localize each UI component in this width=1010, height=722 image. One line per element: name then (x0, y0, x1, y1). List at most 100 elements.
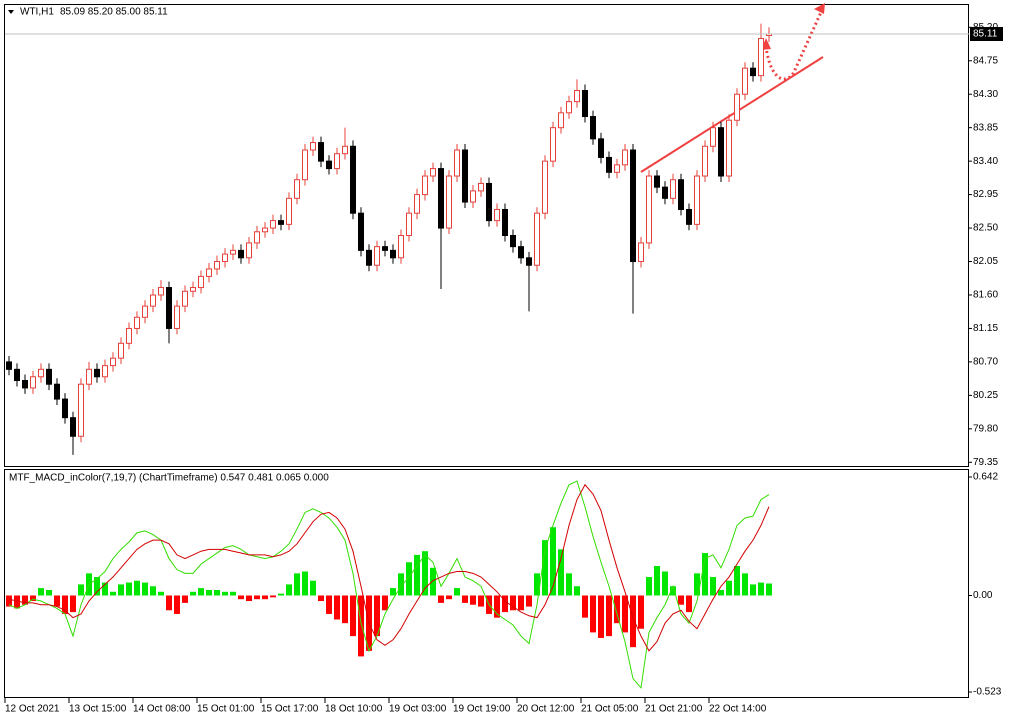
histogram-bar (454, 588, 460, 596)
forecast-arrow (764, 9, 824, 81)
candle-body (102, 365, 108, 378)
histogram-bar (478, 595, 484, 607)
histogram-bar (566, 573, 572, 596)
y-tick-label: 81.15 (973, 323, 998, 334)
candle-body (678, 179, 684, 210)
histogram-bar (54, 595, 60, 607)
histogram-bar (438, 595, 444, 603)
histogram-bar (750, 584, 756, 596)
price-label-box (970, 26, 1003, 41)
candle-body (238, 249, 244, 259)
histogram-bar (742, 573, 748, 596)
histogram-bar (630, 595, 636, 648)
y-tick-label: 82.50 (973, 223, 998, 234)
candle-body (726, 119, 732, 177)
histogram-bar (38, 588, 44, 596)
candle-body (342, 145, 348, 155)
candle-body (542, 160, 548, 214)
histogram-bar (374, 595, 380, 637)
histogram-bar (574, 586, 580, 596)
candle-body (46, 368, 52, 385)
candle-body (150, 294, 156, 307)
macd-panel (4, 469, 969, 698)
candle-body (286, 197, 292, 225)
histogram-bar (662, 571, 668, 596)
candle-body (126, 327, 132, 344)
price-panel (4, 4, 969, 467)
histogram-bar (358, 595, 364, 657)
histogram-bar (342, 595, 348, 624)
histogram-bar (494, 595, 500, 618)
candle-body (118, 342, 124, 359)
candle-body (758, 37, 764, 77)
candle-body (454, 149, 460, 177)
histogram-bar (350, 595, 356, 637)
candle-body (222, 253, 228, 263)
histogram-bar (110, 591, 116, 596)
candle-body (582, 90, 588, 118)
histogram-bar (638, 595, 644, 629)
candle-body (590, 116, 596, 140)
candle-body (182, 290, 188, 307)
candle-body (62, 398, 68, 419)
histogram-bar (78, 584, 84, 596)
histogram-bar (446, 595, 452, 600)
candle-body (134, 316, 140, 329)
histogram-bar (310, 580, 316, 596)
histogram-bar (230, 591, 236, 596)
candle-body (278, 220, 284, 225)
histogram-bar (294, 573, 300, 596)
price-label: 85.11 (973, 29, 998, 40)
candle-body (734, 93, 740, 121)
candle-body (638, 242, 644, 263)
candle-body (374, 246, 380, 266)
histogram-bar (726, 580, 732, 596)
candle-body (614, 164, 620, 173)
histogram-bar (694, 573, 700, 596)
x-tick-label: 12 Oct 2021 (5, 704, 60, 715)
trend-line (640, 56, 824, 173)
candle-body (646, 175, 652, 244)
candle-body (518, 246, 524, 259)
histogram-bar (214, 589, 220, 596)
histogram-bar (30, 595, 36, 602)
candle-body (318, 142, 324, 162)
histogram-bar (734, 565, 740, 596)
x-tick-label: 21 Oct 21:00 (645, 704, 703, 715)
candle-body (510, 235, 516, 248)
histogram-bar (118, 584, 124, 596)
candle-body (446, 175, 452, 229)
macd-line (8, 483, 770, 652)
y-tick-label: 79.80 (973, 423, 998, 434)
candle-body (702, 145, 708, 177)
symbol-title: WTI,H1 (20, 7, 54, 18)
candle-body (574, 90, 580, 103)
macd-line (8, 480, 770, 689)
x-tick-label: 19 Oct 19:00 (453, 704, 511, 715)
candle-body (478, 182, 484, 192)
y-tick-label: 80.25 (973, 390, 998, 401)
candle-body (366, 249, 372, 266)
candle-body (398, 235, 404, 259)
candle-body (302, 149, 308, 181)
candle-body (358, 212, 364, 251)
y-tick-label: 80.70 (973, 357, 998, 368)
histogram-bar (526, 595, 532, 607)
histogram-bar (670, 586, 676, 596)
histogram-bar (102, 582, 108, 596)
y-tick-label: 84.30 (973, 89, 998, 100)
candle-body (558, 112, 564, 129)
candle-body (214, 261, 220, 270)
histogram-bar (126, 582, 132, 596)
y-tick-label: 0.00 (973, 590, 993, 601)
x-tick-label: 15 Oct 17:00 (261, 704, 319, 715)
histogram-bar (6, 595, 12, 607)
candle-body (598, 138, 604, 158)
histogram-bar (502, 595, 508, 613)
candle-body (694, 175, 700, 225)
candle-body (718, 127, 724, 177)
candle-body (742, 67, 748, 95)
histogram-bar (190, 591, 196, 596)
histogram-bar (238, 595, 244, 600)
histogram-bar (558, 549, 564, 596)
